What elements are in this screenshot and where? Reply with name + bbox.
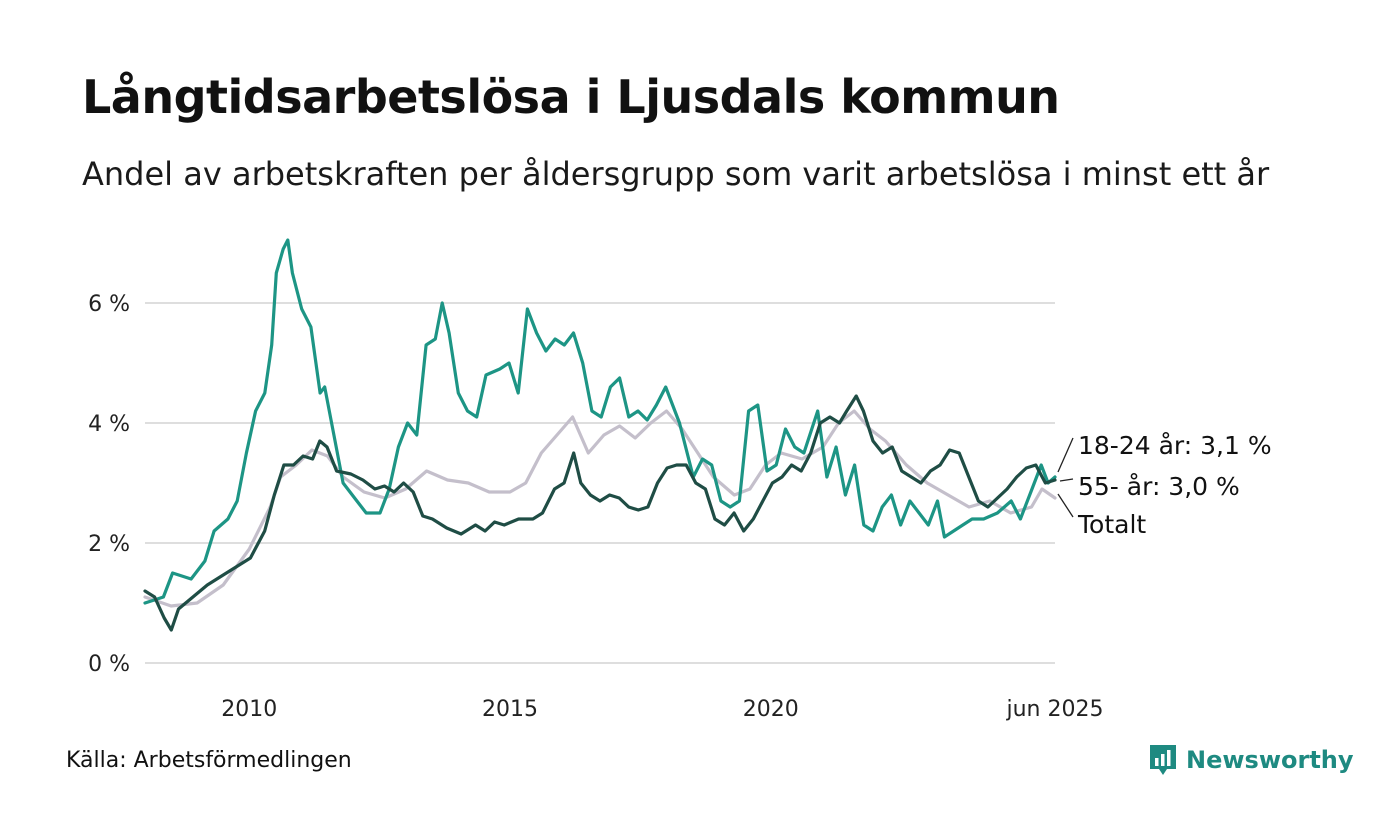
series-line-totalt [143,409,1057,608]
x-tick-label: 2020 [743,697,799,722]
brand-logo[interactable]: Newsworthy [1148,743,1354,777]
y-tick-label: 4 % [88,412,130,437]
label-leader-line [1059,478,1074,482]
series-line-18-24 [143,238,1057,605]
series-end-label: Totalt [1077,510,1146,539]
x-tick-label: jun 2025 [1006,697,1104,722]
x-tick-label: 2010 [221,697,277,722]
y-tick-label: 0 % [88,652,130,677]
chart-title: Långtidsarbetslösa i Ljusdals kommun [82,70,1060,124]
series-end-label: 55- år: 3,0 % [1078,472,1240,501]
series-end-label: 18-24 år: 3,1 % [1078,431,1272,460]
brand-name: Newsworthy [1186,746,1354,774]
label-leader-line [1057,493,1074,518]
y-tick-label: 2 % [88,532,130,557]
series-lines [143,238,1057,632]
y-tick-label: 6 % [88,292,130,317]
grid-lines [145,302,1055,664]
source-note: Källa: Arbetsförmedlingen [66,748,352,773]
series-line-55 [143,394,1057,632]
chart-labels: 0 % 2 % 4 % 6 % 2010 2015 2020 jun 2025 18-24 år… [88,292,1272,722]
x-tick-label: 2015 [482,697,538,722]
label-leader-line [1057,437,1074,473]
chart-subtitle: Andel av arbetskraften per åldersgrupp s… [82,155,1270,193]
newsworthy-logo-icon [1150,745,1176,775]
